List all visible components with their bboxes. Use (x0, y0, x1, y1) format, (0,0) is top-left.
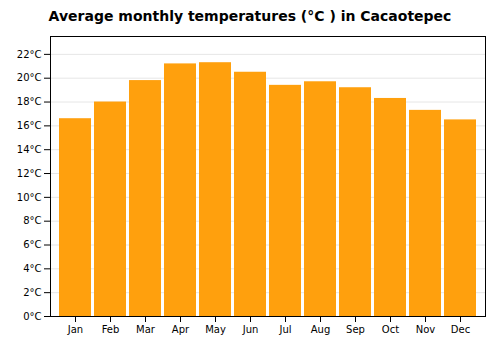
svg-text:6°C: 6°C (23, 239, 41, 250)
svg-text:16°C: 16°C (17, 120, 42, 131)
svg-text:10°C: 10°C (17, 192, 42, 203)
svg-text:12°C: 12°C (17, 168, 42, 179)
svg-text:Mar: Mar (136, 324, 156, 335)
svg-text:Nov: Nov (416, 324, 436, 335)
svg-text:Oct: Oct (382, 324, 399, 335)
svg-text:4°C: 4°C (23, 263, 41, 274)
svg-text:Sep: Sep (346, 324, 365, 335)
svg-text:Jul: Jul (278, 324, 291, 335)
svg-text:18°C: 18°C (17, 96, 42, 107)
svg-text:Aug: Aug (311, 324, 331, 335)
svg-text:May: May (205, 324, 226, 335)
svg-text:2°C: 2°C (23, 287, 41, 298)
svg-text:14°C: 14°C (17, 144, 42, 155)
svg-text:Jan: Jan (67, 324, 83, 335)
svg-text:0°C: 0°C (23, 311, 41, 322)
svg-text:20°C: 20°C (17, 72, 42, 83)
svg-text:Jun: Jun (242, 324, 259, 335)
svg-text:Dec: Dec (451, 324, 470, 335)
html-text:Average monthly temperatures (: Average monthly temperatures (°C ) in Ca… (48, 8, 452, 24)
svg-text:Apr: Apr (172, 324, 190, 335)
svg-text:22°C: 22°C (17, 49, 42, 60)
svg-text:8°C: 8°C (23, 215, 41, 226)
svg-text:Feb: Feb (102, 324, 120, 335)
